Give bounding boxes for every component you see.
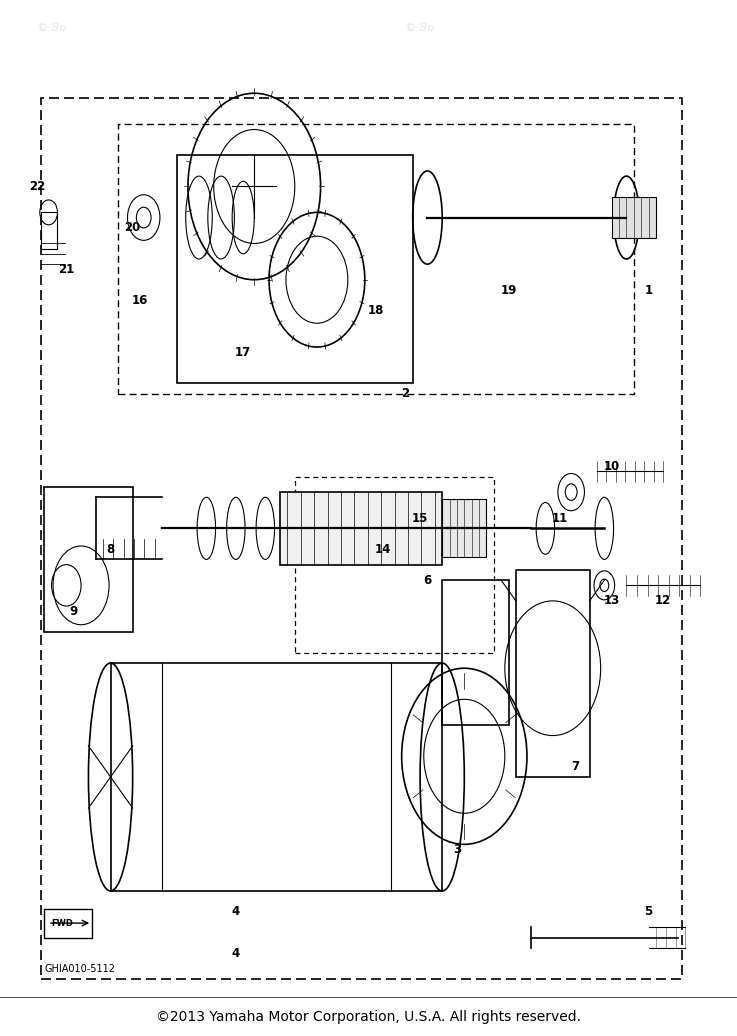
Text: 1: 1 <box>644 284 653 296</box>
Text: 13: 13 <box>604 595 620 607</box>
Text: 2: 2 <box>401 387 410 400</box>
Bar <box>41 212 57 249</box>
Bar <box>516 570 590 777</box>
Text: © Bo: © Bo <box>37 23 66 33</box>
Text: 16: 16 <box>132 294 148 307</box>
Bar <box>295 477 494 653</box>
Bar <box>118 124 634 394</box>
Text: 8: 8 <box>106 543 115 555</box>
Text: 21: 21 <box>58 263 74 276</box>
Text: 3: 3 <box>453 843 461 856</box>
Text: GHIA010-5112: GHIA010-5112 <box>44 963 115 974</box>
Bar <box>111 663 442 891</box>
Bar <box>442 499 486 557</box>
Text: 14: 14 <box>375 543 391 555</box>
Text: 9: 9 <box>69 605 78 617</box>
Text: 4: 4 <box>231 947 240 959</box>
Text: 17: 17 <box>235 346 251 358</box>
Bar <box>41 98 682 979</box>
Bar <box>612 197 656 238</box>
Text: 12: 12 <box>655 595 671 607</box>
Text: 10: 10 <box>604 460 620 472</box>
Text: 4: 4 <box>231 905 240 918</box>
Text: 6: 6 <box>423 574 432 586</box>
Text: 15: 15 <box>412 512 428 524</box>
Text: 11: 11 <box>552 512 568 524</box>
Text: 18: 18 <box>368 305 384 317</box>
Text: 19: 19 <box>500 284 517 296</box>
Text: 7: 7 <box>570 760 579 773</box>
Text: FWD: FWD <box>52 919 74 927</box>
Text: ©2013 Yamaha Motor Corporation, U.S.A. All rights reserved.: ©2013 Yamaha Motor Corporation, U.S.A. A… <box>156 1010 581 1025</box>
Bar <box>177 155 413 383</box>
Bar <box>442 580 509 725</box>
Bar <box>280 492 442 565</box>
Bar <box>44 909 92 938</box>
Bar <box>44 487 133 632</box>
Text: © Bo: © Bo <box>405 23 434 33</box>
Text: 5: 5 <box>644 905 653 918</box>
Text: 20: 20 <box>125 222 141 234</box>
Text: 22: 22 <box>29 180 45 193</box>
